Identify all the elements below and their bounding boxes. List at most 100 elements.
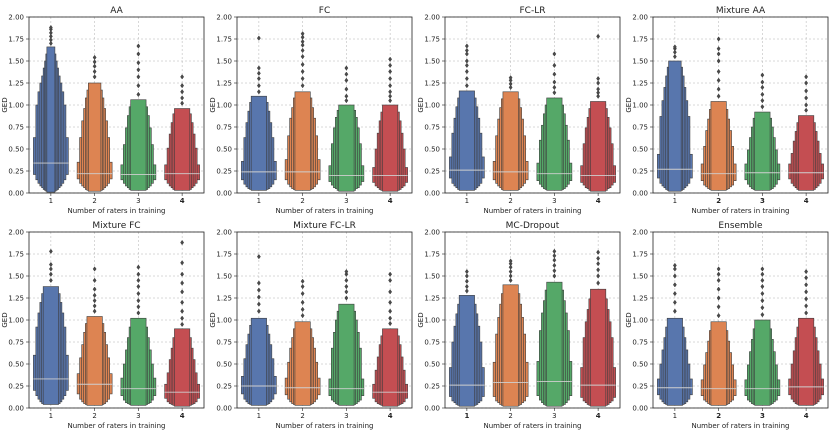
outlier-point [508,268,513,275]
y-tick-label: 1.75 [8,35,24,43]
y-tick-label: 1.75 [8,250,24,258]
outlier-point [48,277,53,284]
y-tick-label: 0.75 [424,338,440,346]
outlier-point [716,266,721,272]
outlier-point [256,294,261,300]
chart-title: AA [110,6,123,16]
letter-value-box [458,90,475,191]
outlier-point [136,74,141,80]
outlier-point [672,266,677,272]
y-tick-label: 0.75 [632,123,648,131]
outlier-point [672,49,677,55]
series-4 [372,271,408,407]
outlier-point [552,273,557,279]
x-tick-label: 2 [508,412,512,420]
outlier-point [464,51,469,57]
outlier-point [300,42,305,48]
outlier-point [760,312,765,318]
outlier-point [596,261,601,267]
y-tick-label: 1.50 [632,57,648,65]
chart-title: Mixture FC [92,221,140,231]
outlier-point [464,273,469,279]
letter-value-box [250,317,267,406]
outlier-point [344,283,349,290]
outlier-point [92,74,97,80]
y-tick-label: 1.00 [216,101,232,109]
outlier-point [508,75,513,81]
outlier-point [716,277,721,284]
y-tick-label: 1.50 [8,57,24,65]
y-tick-label: 1.25 [8,294,24,302]
y-tick-label: 1.75 [632,250,648,258]
x-tick-label: 2 [716,412,721,420]
outlier-point [300,278,305,284]
outlier-point [48,248,53,254]
letter-value-box [130,99,147,191]
series-1 [33,24,69,193]
outlier-point [596,33,601,39]
outlier-point [388,308,393,314]
y-tick-label: 1.00 [632,316,648,324]
outlier-point [300,299,305,306]
y-tick-label: 0.50 [632,145,648,153]
x-tick-label: 4 [804,412,809,420]
outlier-point [760,298,765,304]
series-1 [241,35,277,191]
outlier-point [136,91,141,98]
y-tick-label: 0.25 [632,382,648,390]
x-tick-label: 4 [596,197,601,205]
outlier-point [136,51,141,57]
y-tick-label: 1.50 [424,57,440,65]
outlier-point [256,70,261,76]
outlier-point [300,306,305,313]
outlier-point [92,308,97,314]
outlier-point [300,312,305,319]
outlier-point [508,261,513,267]
y-tick-label: 1.75 [424,250,440,258]
axes-frame [652,16,829,194]
series-4 [164,74,200,191]
outlier-point [300,283,305,290]
axes-frame [28,231,205,409]
letter-value-box [458,295,475,407]
chart-panel: 0.00 0.25 0.50 0.75 1.00 1.25 1.50 1.75 2.00 1 2 3 4… [625,221,829,430]
x-tick-label: 1 [257,412,261,420]
outlier-point [92,292,97,298]
outlier-point [136,298,141,304]
series-1 [241,254,277,406]
axes-frame [236,16,413,194]
x-tick-label: 2 [716,197,721,205]
y-tick-label: 1.25 [8,79,24,87]
outlier-point [180,315,185,321]
outlier-point [256,83,261,89]
y-axis-label: GED [1,312,9,327]
outlier-point [344,86,349,92]
series-3 [536,51,573,191]
x-axis-label: Number of raters in training [483,207,581,215]
series-4 [372,56,408,192]
series-2 [700,36,737,191]
y-tick-label: 0.75 [216,338,232,346]
letter-value-box [338,104,355,192]
x-tick-label: 4 [388,412,393,420]
y-tick-label: 0.50 [424,145,440,153]
outlier-point [256,35,261,41]
letter-value-box [174,108,191,191]
chart-panel: 0.00 0.25 0.50 0.75 1.00 1.25 1.50 1.75 2.00 1 2 3 4… [417,6,621,215]
y-tick-label: 0.25 [216,167,232,175]
outlier-point [180,299,185,306]
outlier-point [716,304,721,310]
y-tick-label: 1.50 [632,272,648,280]
x-tick-label: 3 [344,412,348,420]
outlier-point [552,248,557,254]
outlier-point [48,37,53,43]
x-tick-label: 4 [180,197,185,205]
y-tick-label: 0.50 [8,360,24,368]
outlier-point [300,47,305,54]
outlier-point [552,268,557,274]
outlier-point [388,271,393,277]
y-tick-label: 1.75 [424,35,440,43]
letter-value-box [666,317,683,406]
outlier-point [464,47,469,54]
y-tick-label: 0.50 [8,145,24,153]
